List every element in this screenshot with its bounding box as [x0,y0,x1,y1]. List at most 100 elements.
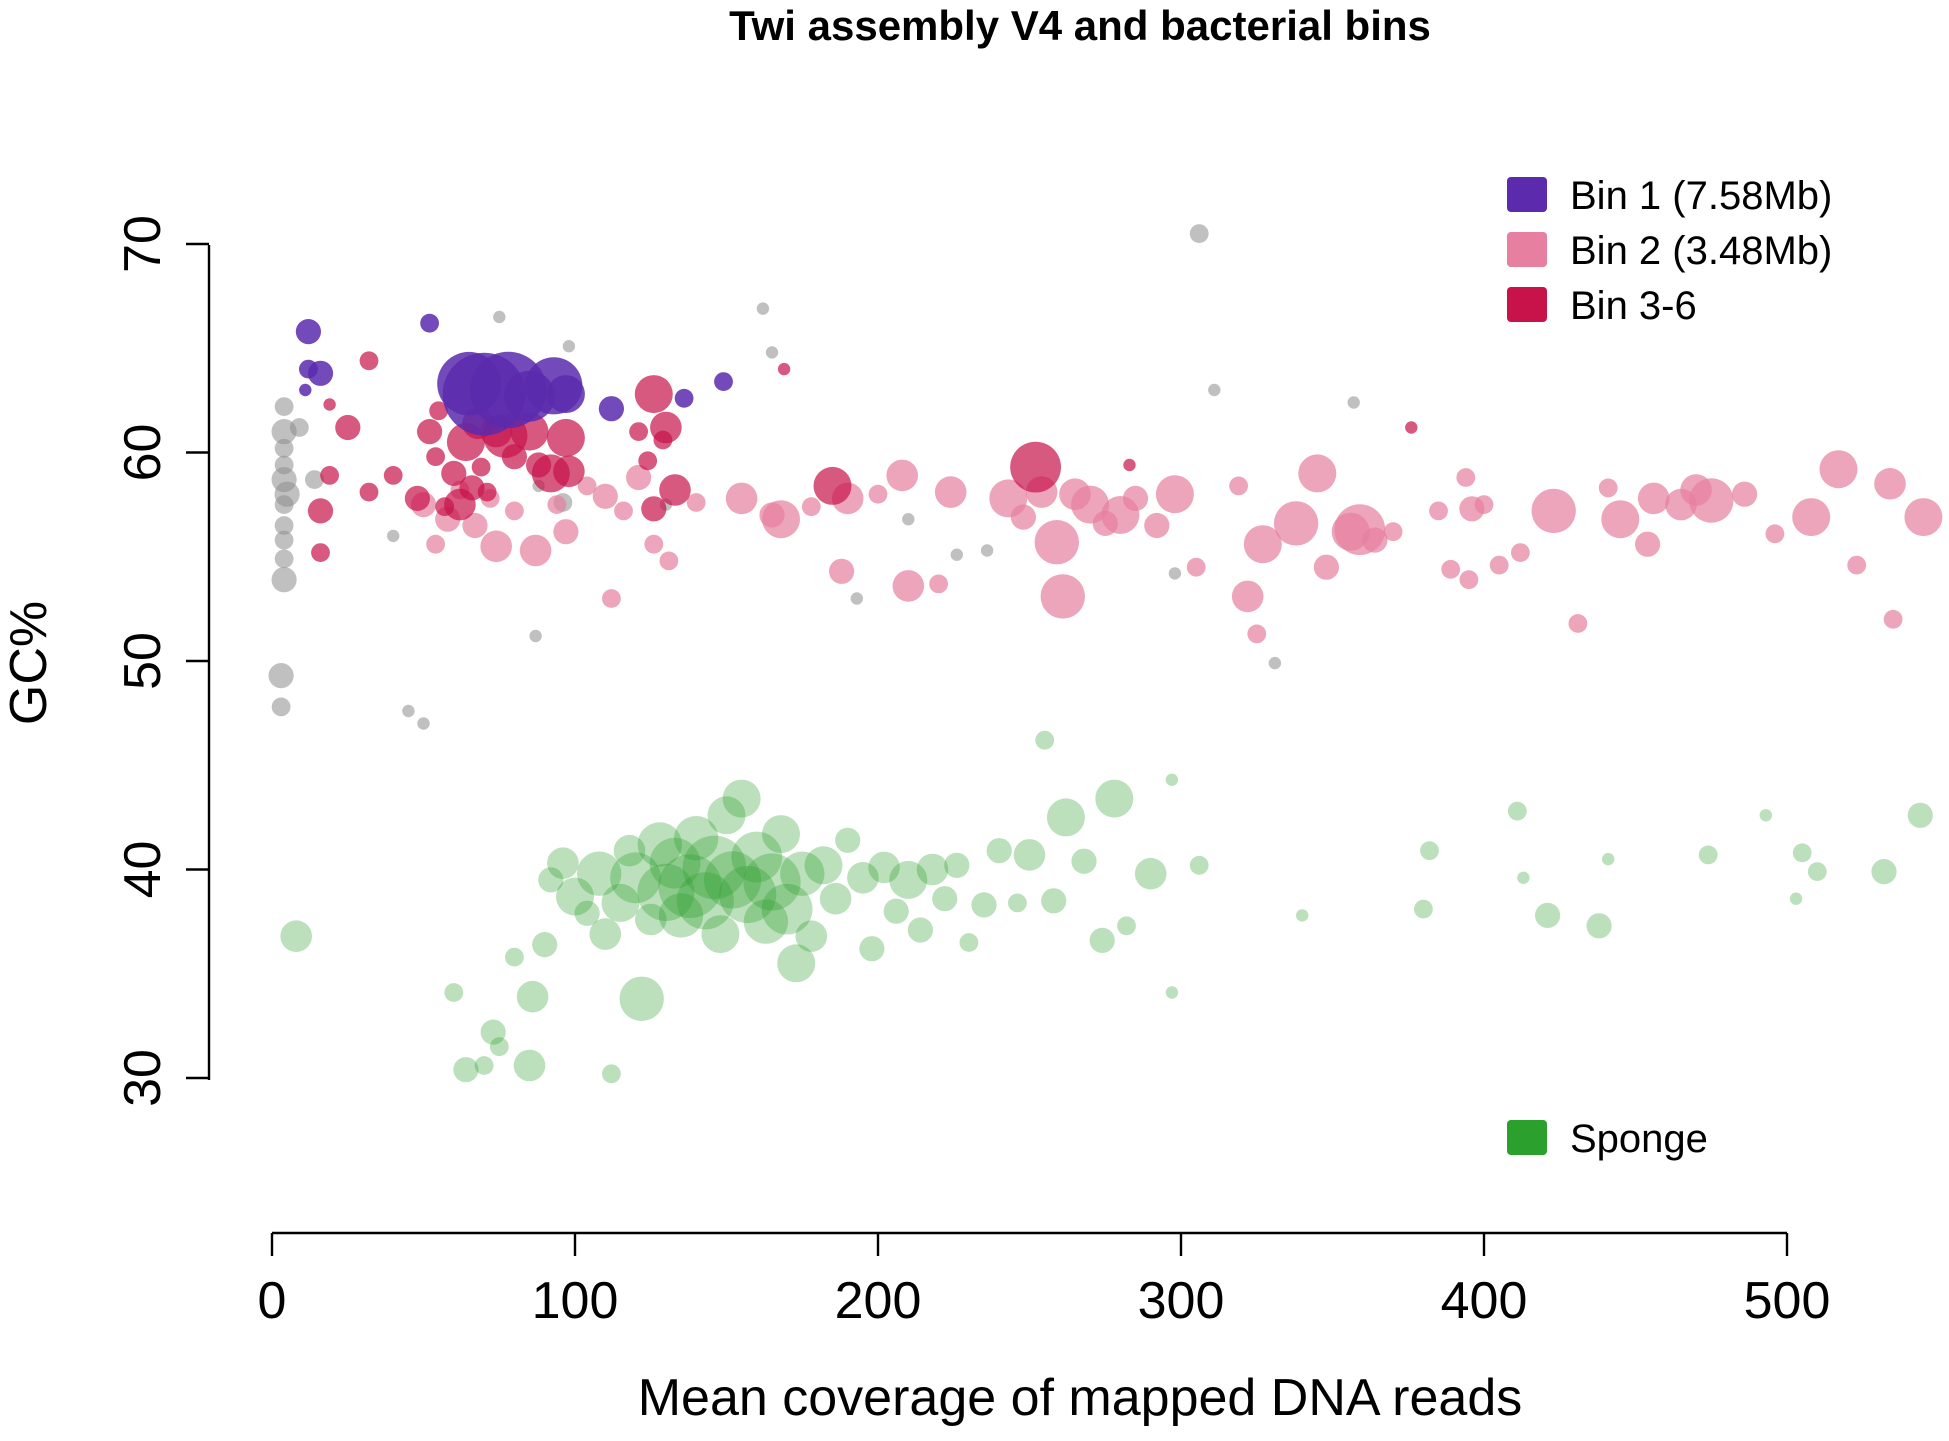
point-unassigned-33 [1268,656,1282,670]
point-bin-2-3-48mb-10 [553,519,579,545]
point-sponge-67 [1134,857,1167,890]
point-bin-3-6-10 [426,447,445,467]
point-bin-2-3-48mb-16 [644,534,664,554]
point-bin-2-3-48mb-26 [886,459,918,492]
point-bin-2-3-48mb-43 [1229,476,1248,496]
point-unassigned-19 [529,629,542,643]
y-axis-label: GC% [0,601,58,725]
point-unassigned-29 [980,544,994,557]
point-bin-3-6-29 [638,451,658,471]
point-bin-2-3-48mb-6 [480,530,512,563]
point-unassigned-31 [1189,224,1209,244]
point-unassigned-26 [850,592,863,605]
point-bin-3-6-18 [471,457,491,477]
point-bin-2-3-48mb-46 [1243,525,1282,564]
point-sponge-75 [1517,871,1530,884]
legend-swatch-bin-3-6 [1507,287,1547,322]
point-sponge-79 [1698,845,1718,865]
point-sponge-51 [907,917,934,943]
point-bin-1-7-58mb-0 [295,319,321,345]
point-sponge-58 [1008,893,1027,913]
point-sponge-27 [674,816,719,861]
point-bin-2-3-48mb-56 [1456,468,1476,487]
point-sponge-18 [613,834,646,867]
point-bin-2-3-48mb-44 [1231,580,1264,613]
point-bin-2-3-48mb-72 [1765,524,1785,544]
y-tick-label-50: 50 [114,632,172,690]
point-bin-2-3-48mb-52 [1362,527,1388,553]
point-bin-2-3-48mb-15 [626,464,652,491]
point-bin-3-6-36 [813,466,852,505]
point-bin-2-3-48mb-12 [592,483,618,509]
point-sponge-71 [1296,909,1309,922]
point-bin-3-6-32 [650,411,682,444]
point-bin-3-6-26 [546,418,585,457]
y-tick-label-30: 30 [114,1049,172,1107]
point-sponge-64 [1089,927,1115,954]
point-unassigned-32 [1208,383,1221,397]
point-unassigned-18 [493,310,506,324]
point-unassigned-27 [902,513,915,526]
point-sponge-63 [1071,848,1097,874]
point-sponge-66 [1117,916,1136,936]
point-sponge-82 [1792,843,1812,863]
x-tick-label-300: 300 [1138,1272,1225,1330]
point-bin-2-3-48mb-58 [1459,570,1479,590]
point-bin-3-6-39 [1405,421,1418,434]
point-sponge-31 [707,796,746,835]
point-bin-3-6-7 [383,466,403,485]
point-bin-2-3-48mb-55 [1441,559,1461,579]
point-bin-2-3-48mb-17 [659,551,679,571]
point-unassigned-6 [274,495,294,514]
x-tick-label-500: 500 [1744,1272,1831,1330]
point-bin-2-3-48mb-78 [1904,498,1943,537]
point-sponge-19 [610,852,661,904]
point-sponge-38 [762,815,800,854]
point-bin-3-6-13 [441,460,467,486]
x-tick-label-100: 100 [532,1272,619,1330]
point-sponge-14 [577,851,622,896]
point-unassigned-30 [1168,567,1182,580]
point-bin-2-3-48mb-24 [829,558,855,584]
point-bin-2-3-48mb-33 [1034,520,1080,565]
point-bin-2-3-48mb-13 [602,589,621,608]
point-sponge-77 [1586,913,1612,939]
point-sponge-84 [1871,859,1897,885]
point-bin-3-6-5 [311,543,330,562]
point-bin-2-3-48mb-54 [1429,501,1448,521]
point-sponge-22 [637,822,682,867]
point-bin-2-3-48mb-49 [1313,554,1339,580]
point-sponge-24 [649,837,701,889]
point-bin-2-3-48mb-7 [505,501,524,521]
point-sponge-47 [859,936,885,962]
point-sponge-40 [777,944,816,983]
point-bin-1-7-58mb-3 [299,359,318,379]
point-bin-2-3-48mb-9 [547,495,567,514]
point-bin-3-6-34 [641,496,667,522]
point-unassigned-10 [271,567,297,593]
point-bin-1-7-58mb-12 [674,388,694,408]
point-sponge-25 [658,893,704,938]
point-unassigned-11 [268,663,294,689]
point-sponge-30 [701,915,740,954]
point-sponge-59 [1013,839,1046,871]
point-unassigned-15 [387,529,400,543]
point-sponge-41 [780,851,825,896]
point-bin-2-3-48mb-28 [934,476,967,508]
point-sponge-36 [743,899,789,944]
y-tick-label-60: 60 [114,424,172,482]
point-bin-2-3-48mb-75 [1847,555,1867,575]
x-tick-label-0: 0 [258,1272,287,1330]
point-unassigned-22 [562,340,576,353]
point-unassigned-17 [417,717,430,730]
point-sponge-6 [505,947,524,967]
point-bin-3-6-19 [477,482,497,502]
point-sponge-57 [986,838,1012,864]
point-bin-2-3-48mb-77 [1883,609,1903,629]
point-bin-2-3-48mb-74 [1819,450,1858,489]
point-bin-3-6-8 [404,485,430,511]
y-axis-ticks: 30 40 50 60 70 [114,215,209,1107]
point-bin-2-3-48mb-18 [686,493,706,512]
point-bin-3-6-2 [335,414,361,441]
point-sponge-53 [932,886,958,912]
